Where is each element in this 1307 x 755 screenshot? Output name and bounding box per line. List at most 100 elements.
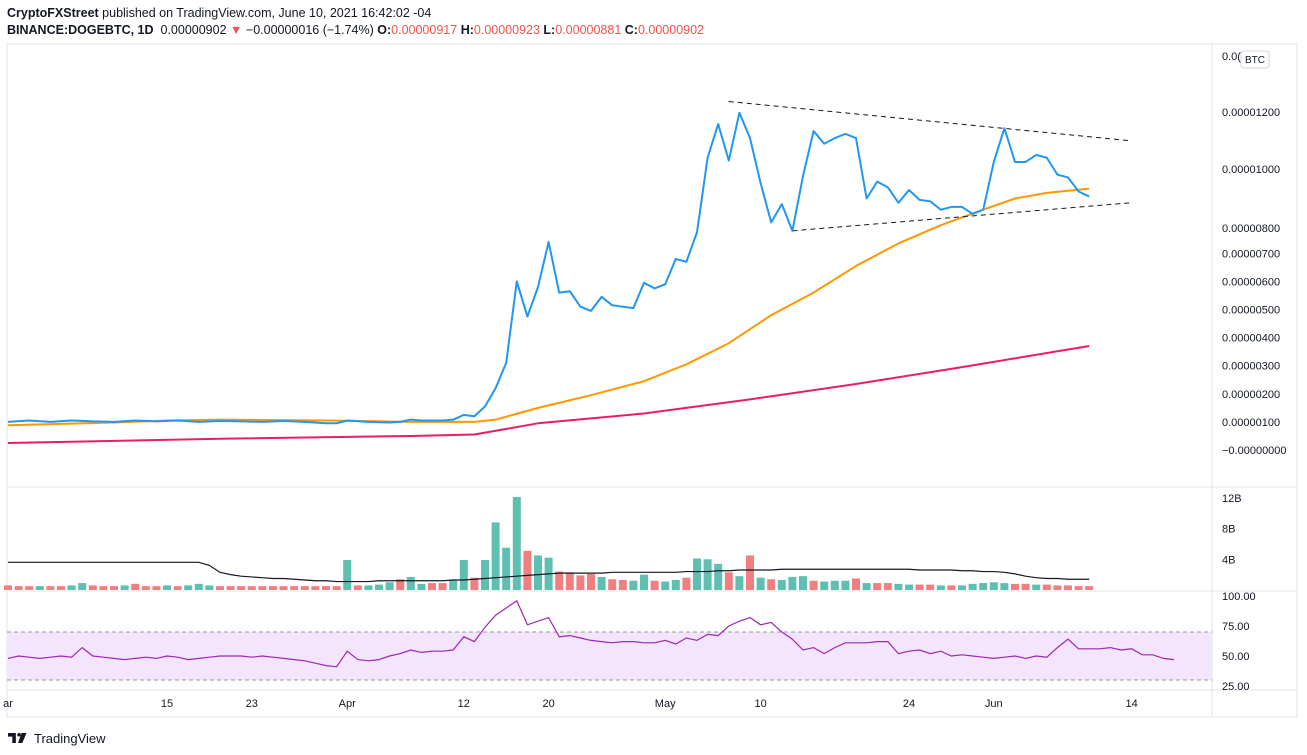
footer: TradingView bbox=[8, 728, 106, 748]
rsi-line bbox=[7, 599, 1175, 668]
low-label: L: bbox=[543, 23, 556, 37]
symbol-name[interactable]: BINANCE:DOGEBTC, 1D bbox=[7, 23, 154, 37]
volume-bar bbox=[947, 585, 956, 590]
volume-bar bbox=[459, 560, 468, 590]
volume-bar bbox=[216, 586, 224, 590]
price-tick-label: −0.00000000 bbox=[1222, 445, 1287, 457]
volume-bar bbox=[290, 586, 299, 590]
price-tick-label-top: 0.0( bbox=[1222, 51, 1241, 63]
volume-bar bbox=[406, 576, 415, 590]
volume-bar bbox=[438, 583, 447, 590]
volume-bar bbox=[629, 580, 638, 590]
ma200-line bbox=[7, 345, 1090, 444]
volume-bar bbox=[35, 586, 44, 590]
currency-badge bbox=[1240, 50, 1270, 69]
volume-bar bbox=[777, 580, 786, 590]
volume-bar bbox=[78, 583, 87, 590]
volume-bar bbox=[618, 580, 627, 590]
volume-bar bbox=[841, 580, 850, 590]
time-tick-label: 14 bbox=[1125, 698, 1137, 710]
price-tick-label: 0.00000400 bbox=[1222, 333, 1280, 345]
high-value: 0.00000923 bbox=[473, 23, 540, 37]
volume-bar bbox=[88, 585, 97, 590]
volume-tick-label: 12B bbox=[1222, 493, 1242, 505]
volume-tick-label: 8B bbox=[1222, 524, 1235, 536]
volume-bar bbox=[279, 586, 288, 590]
volume-bar bbox=[989, 582, 998, 590]
volume-bar bbox=[523, 550, 532, 590]
volume-bar bbox=[661, 581, 670, 590]
publisher-name[interactable]: CryptoFXStreet bbox=[7, 6, 99, 20]
volume-bar bbox=[1021, 583, 1030, 590]
volume-bar bbox=[353, 585, 362, 590]
volume-bar bbox=[385, 582, 394, 590]
volume-bar bbox=[1042, 584, 1051, 590]
volume-bar bbox=[502, 547, 511, 590]
volume-bar bbox=[830, 580, 839, 590]
volume-bar bbox=[1064, 585, 1072, 590]
price-tick-label: 0.00000500 bbox=[1222, 305, 1280, 317]
volume-bar bbox=[534, 555, 542, 590]
currency-label: BTC bbox=[1245, 55, 1265, 66]
volume-bar bbox=[428, 583, 436, 590]
volume-bar bbox=[703, 559, 712, 590]
volume-bar bbox=[756, 577, 765, 590]
volume-bar bbox=[247, 586, 256, 590]
volume-bar bbox=[311, 586, 320, 590]
volume-bar bbox=[809, 580, 818, 590]
volume-bar bbox=[746, 555, 754, 590]
chart-frame bbox=[6, 43, 1298, 718]
price-tick-label: 0.00000100 bbox=[1222, 417, 1280, 429]
volume-bar bbox=[226, 586, 235, 590]
chart-header: CryptoFXStreet published on TradingView.… bbox=[7, 5, 1297, 41]
volume-bar bbox=[57, 586, 65, 590]
volume-bar bbox=[258, 586, 267, 590]
rsi-tick-label: 50.00 bbox=[1222, 651, 1250, 663]
volume-bar bbox=[417, 583, 426, 590]
volume-bar bbox=[671, 580, 680, 590]
published-text: published on TradingView.com, June 10, 2… bbox=[98, 6, 432, 20]
volume-bar bbox=[269, 586, 277, 590]
rsi-tick-label: 75.00 bbox=[1222, 621, 1250, 633]
price-tick-label: 0.00000700 bbox=[1222, 248, 1280, 260]
price-change: −0.00000016 (−1.74%) bbox=[245, 23, 374, 37]
price-tick-label: 0.00001000 bbox=[1222, 164, 1280, 176]
volume-bar bbox=[883, 583, 892, 590]
volume-bar bbox=[693, 558, 701, 590]
volume-bar bbox=[120, 585, 129, 590]
volume-bar bbox=[300, 586, 309, 590]
volume-bar bbox=[650, 580, 659, 590]
close-label: C: bbox=[624, 23, 638, 37]
volume-bar bbox=[767, 579, 776, 590]
volume-bar bbox=[67, 585, 76, 590]
time-tick-label: Jun bbox=[985, 698, 1003, 710]
volume-bar bbox=[46, 586, 55, 590]
rsi-tick-label: 100.00 bbox=[1222, 591, 1256, 603]
volume-bar bbox=[608, 579, 617, 590]
volume-bar bbox=[237, 586, 246, 590]
volume-bar bbox=[99, 586, 108, 590]
volume-bar bbox=[565, 572, 574, 590]
volume-bar bbox=[587, 573, 595, 590]
volume-bar bbox=[862, 583, 871, 590]
volume-bar bbox=[184, 585, 193, 590]
footer-brand[interactable]: TradingView bbox=[34, 730, 106, 746]
tradingview-logo-icon[interactable] bbox=[8, 731, 28, 745]
rsi-band bbox=[7, 632, 1212, 680]
down-arrow-icon: ▼ bbox=[230, 23, 243, 37]
volume-bar bbox=[396, 579, 405, 590]
upper-trendline bbox=[728, 101, 1132, 142]
volume-bar bbox=[512, 497, 521, 590]
volume-bar bbox=[449, 580, 458, 590]
volume-bar bbox=[576, 575, 585, 590]
symbol-legend: BINANCE:DOGEBTC, 1D 0.00000902 ▼ −0.0000… bbox=[7, 22, 1297, 39]
volume-bar bbox=[1032, 584, 1041, 590]
price-tick-label: 0.00001200 bbox=[1222, 107, 1280, 119]
volume-bar bbox=[1011, 583, 1019, 590]
price-tick-label: 0.00000600 bbox=[1222, 276, 1280, 288]
volume-bar bbox=[205, 585, 214, 590]
volume-bar bbox=[375, 584, 383, 590]
volume-bar bbox=[163, 585, 171, 590]
open-value: 0.00000917 bbox=[391, 23, 458, 37]
